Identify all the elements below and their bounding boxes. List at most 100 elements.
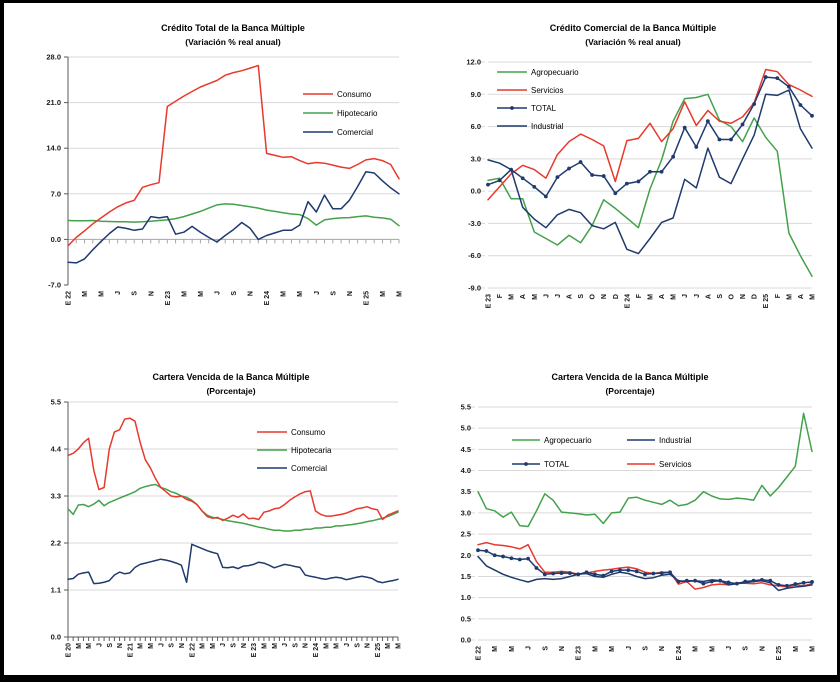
x-tick-label: J: [682, 294, 689, 298]
series-marker-total: [668, 570, 672, 575]
x-tick-label: M: [709, 646, 716, 652]
series-marker-total: [705, 119, 710, 124]
x-tick-label: E 23: [576, 646, 583, 661]
series-marker-total: [634, 569, 639, 574]
legend-label-hipotecaria: Hipotecaria: [291, 446, 332, 455]
x-tick-label: M: [210, 643, 217, 649]
series-marker-total: [476, 548, 480, 553]
legend-label-consumo: Consumo: [291, 428, 326, 437]
y-tick-label: -9.0: [468, 284, 481, 293]
x-tick-label: D: [752, 294, 759, 299]
series-marker-total: [520, 176, 525, 181]
x-tick-label: F: [497, 293, 504, 298]
legend-label-total: TOTAL: [544, 460, 570, 469]
x-tick-label: M: [82, 291, 89, 297]
y-tick-label: 21.0: [46, 98, 61, 107]
x-tick-label: M: [693, 646, 700, 652]
series-marker-total: [671, 154, 676, 159]
x-tick-label: M: [281, 291, 288, 297]
y-tick-label: 2.0: [461, 551, 471, 560]
series-marker-total: [740, 122, 745, 127]
y-tick-label: -7.0: [48, 281, 61, 290]
series-marker-total: [729, 137, 733, 142]
series-line-servicios: [487, 68, 813, 201]
series-marker-total: [501, 554, 505, 559]
x-tick-label: S: [132, 291, 139, 296]
series-marker-total: [555, 175, 560, 180]
x-tick-label: M: [76, 643, 83, 649]
series-line-agropecuario: [487, 93, 813, 277]
legend-label-comercial: Comercial: [337, 128, 373, 137]
x-tick-label: J: [115, 291, 122, 295]
series-marker-total: [659, 571, 664, 575]
x-tick-label: M: [99, 291, 106, 297]
x-tick-label: J: [158, 643, 165, 647]
x-tick-label: S: [231, 291, 238, 296]
series-marker-total: [810, 113, 814, 118]
x-tick-label: E 24: [624, 294, 631, 309]
x-tick-label: M: [181, 291, 188, 297]
chart-cartera-vencida-banca: Cartera Vencida de la Banca Múltiple (Po…: [51, 372, 403, 657]
y-tick-label: 1.5: [461, 572, 471, 581]
y-tick-label: 3.5: [461, 487, 471, 496]
series-marker-total: [684, 578, 689, 583]
x-tick-label: M: [380, 291, 387, 297]
chart-subtitle: (Porcentaje): [206, 386, 255, 396]
y-tick-label: 5.5: [51, 398, 61, 407]
x-tick-label: E 23: [251, 643, 258, 658]
y-tick-label: 0.0: [471, 187, 481, 196]
y-tick-label: -3.0: [468, 219, 481, 228]
x-tick-label: E 22: [189, 643, 196, 658]
y-tick-label: 1.0: [461, 593, 471, 602]
x-tick-label: J: [214, 291, 221, 295]
x-tick-label: M: [86, 643, 93, 649]
series-marker-total: [760, 577, 764, 582]
x-tick-label: J: [526, 646, 533, 650]
legend-label-comercial: Comercial: [291, 464, 327, 473]
y-tick-label: 5.0: [461, 424, 471, 433]
x-tick-label: M: [810, 294, 817, 300]
series-marker-total: [593, 572, 597, 577]
series-marker-total: [682, 125, 687, 130]
chart-credito-comercial: Crédito Comercial de la Banca Múltiple (…: [466, 23, 816, 308]
x-tick-label: E 25: [763, 294, 770, 309]
x-tick-label: M: [793, 646, 800, 652]
chart-subtitle: (Porcentaje): [605, 386, 654, 396]
x-tick-label: N: [759, 646, 766, 651]
series-marker-total: [486, 182, 490, 187]
series-marker-total: [590, 173, 595, 177]
series-marker-total: [609, 569, 614, 574]
series-marker-total: [709, 579, 714, 584]
x-tick-label: N: [601, 294, 608, 299]
series-marker-total: [492, 553, 497, 558]
series-marker-total: [751, 578, 756, 583]
x-tick-label: M: [272, 643, 279, 649]
series-marker-total: [601, 573, 606, 578]
x-tick-label: E 22: [476, 646, 483, 661]
series-line-servicios: [477, 541, 813, 590]
x-tick-label: E 24: [676, 646, 683, 661]
x-tick-label: M: [334, 643, 341, 649]
y-tick-label: 3.3: [51, 492, 61, 501]
series-line-consumo: [67, 64, 400, 247]
x-tick-label: J: [543, 294, 550, 298]
x-tick-label: J: [220, 643, 227, 647]
x-tick-label: M: [810, 646, 817, 652]
series-marker-total: [543, 194, 548, 199]
series-line-consumo: [67, 417, 399, 522]
x-tick-label: M: [609, 646, 616, 652]
series-marker-total: [768, 578, 773, 583]
series-marker-total: [793, 582, 798, 586]
x-tick-label: E 23: [486, 294, 493, 309]
series-line-industrial: [477, 555, 813, 592]
x-tick-label: M: [148, 643, 155, 649]
x-tick-label: N: [248, 291, 255, 296]
series-marker-total: [726, 580, 731, 585]
x-tick-label: N: [559, 646, 566, 651]
x-tick-label: S: [231, 643, 238, 648]
series-marker-total: [526, 556, 530, 561]
series-line-hipotecario: [67, 203, 400, 227]
series-marker-total: [785, 583, 789, 588]
legend-label-servicios: Servicios: [659, 460, 691, 469]
series-marker-total: [618, 568, 622, 572]
